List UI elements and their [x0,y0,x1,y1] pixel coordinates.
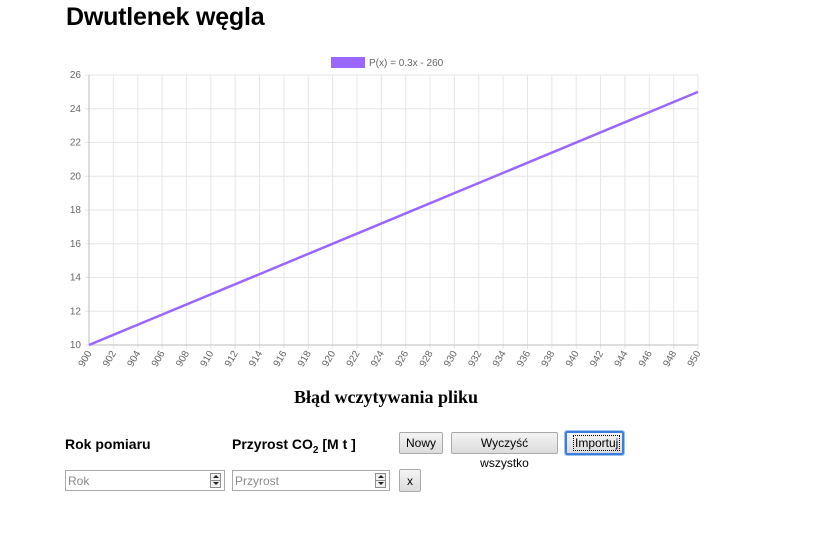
chart-axes [88,75,698,346]
x-tick-label: 942 [588,349,606,369]
x-tick-label: 924 [369,349,387,369]
x-tick-label: 916 [272,349,290,369]
increase-input[interactable] [235,472,371,489]
y-tick-label: 18 [70,205,82,216]
spinner-up-icon[interactable] [211,474,220,481]
y-tick-label: 10 [70,340,82,351]
import-button-label: Importuj [573,435,621,451]
x-tick-label: 936 [515,349,533,369]
chart-series [88,90,699,347]
y-tick-label: 20 [70,171,82,182]
x-tick-label: 932 [466,349,484,369]
x-tick-label: 914 [247,349,265,369]
x-tick-label: 922 [345,349,363,369]
line-chart: 10 12 14 16 18 20 22 24 26 900 902 904 906 908 910 912… [70,57,704,369]
page-title: Dwutlenek węgla [66,3,265,31]
y-tick-label: 14 [70,273,82,284]
year-input[interactable] [68,472,206,489]
x-tick-label: 934 [491,349,509,369]
error-message: Błąd wczytywania pliku [293,387,479,407]
year-column-label: Rok pomiaru [65,436,151,452]
remove-row-button[interactable]: x [399,469,421,492]
clear-all-button[interactable]: Wyczyść wszystko [451,432,558,470]
x-tick-label: 918 [296,349,314,369]
y-tick-label: 16 [70,239,82,250]
x-tick-label: 920 [320,349,338,369]
y-tick-label: 12 [70,306,82,317]
year-spinner[interactable] [210,473,221,488]
x-tick-label: 946 [637,349,655,369]
x-axis-ticks: 900 902 904 906 908 910 912 914 916 918 920 922 924 9… [77,349,704,369]
x-tick-label: 938 [540,349,558,369]
x-tick-label: 930 [442,349,460,369]
legend-label: P(x) = 0.3x - 260 [369,58,444,69]
year-input-wrapper [65,470,225,491]
x-tick-label: 926 [393,349,411,369]
y-tick-label: 22 [70,138,82,149]
x-tick-label: 940 [564,349,582,369]
x-tick-label: 950 [686,349,704,369]
x-tick-label: 904 [125,349,143,369]
spinner-down-icon[interactable] [376,481,385,488]
increase-label-text: Przyrost CO [232,436,313,452]
series-line [88,90,699,347]
y-axis-ticks: 10 12 14 16 18 20 22 24 26 [70,70,82,351]
increase-column-label: Przyrost CO2 [M t ] [232,436,356,456]
increase-label-subscript: 2 [312,444,319,456]
x-tick-label: 948 [661,349,679,369]
x-tick-label: 928 [418,349,436,369]
increase-input-wrapper [232,470,390,491]
increase-label-unit: [M t ] [318,436,356,452]
new-button[interactable]: Nowy [399,432,443,454]
import-button[interactable]: Importuj [564,430,625,456]
x-tick-label: 900 [77,349,95,369]
x-tick-label: 912 [223,349,241,369]
x-tick-label: 910 [199,349,217,369]
x-tick-label: 908 [174,349,192,369]
y-tick-label: 24 [70,104,82,115]
x-tick-label: 906 [150,349,168,369]
spinner-down-icon[interactable] [211,481,220,488]
chart-legend: P(x) = 0.3x - 260 [331,57,444,69]
x-tick-label: 944 [613,349,631,369]
y-tick-label: 26 [70,70,82,81]
x-tick-label: 902 [101,349,119,369]
increase-spinner[interactable] [375,473,386,488]
legend-swatch [331,57,365,68]
spinner-up-icon[interactable] [376,474,385,481]
